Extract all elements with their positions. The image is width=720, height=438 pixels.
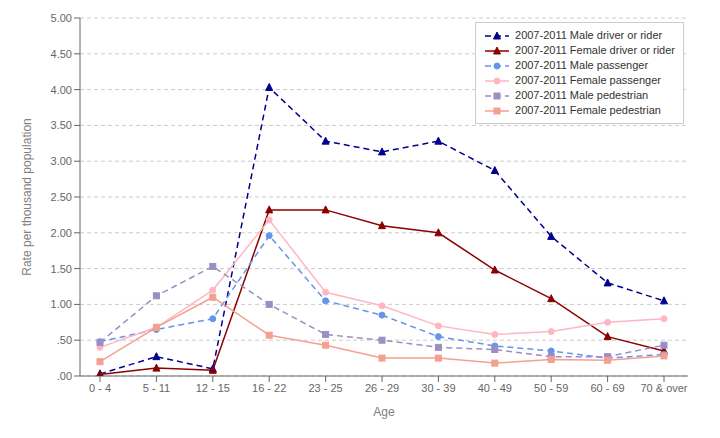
svg-text:23 - 25: 23 - 25 [308, 382, 342, 394]
svg-text:2.50: 2.50 [51, 191, 72, 203]
svg-text:5 - 11: 5 - 11 [143, 382, 170, 394]
svg-text:2.00: 2.00 [51, 227, 72, 239]
svg-text:4.00: 4.00 [51, 84, 72, 96]
html-text:2007-2011 Female pedestrian: 2007-2011 Female pedestrian [515, 104, 661, 116]
svg-text:.50: .50 [57, 334, 72, 346]
svg-text:60 - 69: 60 - 69 [590, 382, 624, 394]
svg-text:4.50: 4.50 [51, 48, 72, 60]
svg-text:1.00: 1.00 [51, 298, 72, 310]
svg-text:.00: .00 [57, 370, 72, 382]
html-text:2007-2011 Male passenger: 2007-2011 Male passenger [515, 59, 649, 71]
svg-text:30 - 39: 30 - 39 [421, 382, 455, 394]
html-text:2007-2011 Male driver or rider: 2007-2011 Male driver or rider [515, 29, 663, 41]
svg-text:0 - 4: 0 - 4 [89, 382, 111, 394]
svg-text:40 - 49: 40 - 49 [478, 382, 512, 394]
html-text:2007-2011 Male pedestrian: 2007-2011 Male pedestrian [515, 89, 649, 101]
html-text:2007-2011 Female passenger: 2007-2011 Female passenger [515, 74, 661, 86]
svg-text:1.50: 1.50 [51, 263, 72, 275]
svg-text:70 & over: 70 & over [640, 382, 687, 394]
svg-text:3.50: 3.50 [51, 119, 72, 131]
svg-text:50 - 59: 50 - 59 [534, 382, 568, 394]
svg-text:16 - 22: 16 - 22 [252, 382, 286, 394]
svg-text:26 - 29: 26 - 29 [365, 382, 399, 394]
svg-text:3.00: 3.00 [51, 155, 72, 167]
svg-text:12 - 15: 12 - 15 [196, 382, 230, 394]
svg-text:Age: Age [373, 405, 395, 419]
svg-text:5.00: 5.00 [51, 12, 72, 24]
svg-text:Rate per thousand population: Rate per thousand population [20, 118, 34, 275]
html-text:2007-2011 Female driver or rid: 2007-2011 Female driver or rider [515, 44, 675, 56]
